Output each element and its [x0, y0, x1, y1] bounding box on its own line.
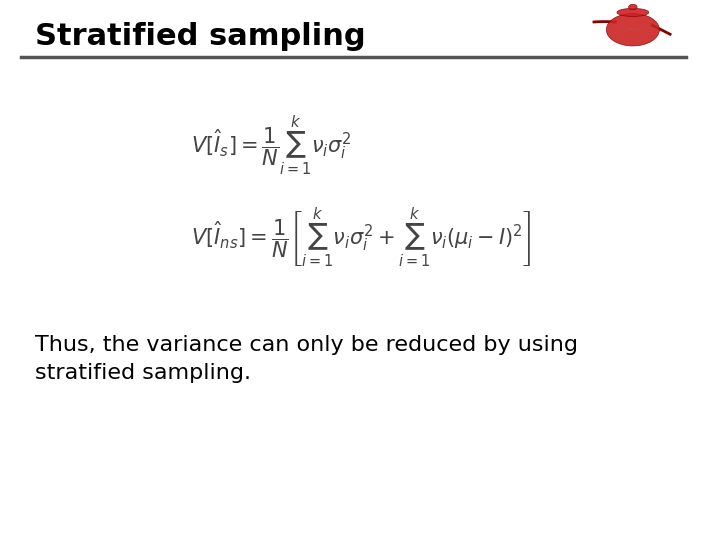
Text: Thus, the variance can only be reduced by using
stratified sampling.: Thus, the variance can only be reduced b… — [35, 335, 578, 383]
Text: $V[\hat{I}_s] = \dfrac{1}{N}\sum_{i=1}^{k} \nu_i \sigma_i^2$: $V[\hat{I}_s] = \dfrac{1}{N}\sum_{i=1}^{… — [191, 114, 351, 177]
Text: Stratified sampling: Stratified sampling — [35, 22, 366, 51]
Ellipse shape — [629, 4, 637, 10]
Ellipse shape — [606, 14, 660, 46]
Text: $V[\hat{I}_{ns}] = \dfrac{1}{N}\left[\sum_{i=1}^{k} \nu_i \sigma_i^2 + \sum_{i=1: $V[\hat{I}_{ns}] = \dfrac{1}{N}\left[\su… — [191, 206, 531, 269]
Ellipse shape — [617, 8, 649, 16]
